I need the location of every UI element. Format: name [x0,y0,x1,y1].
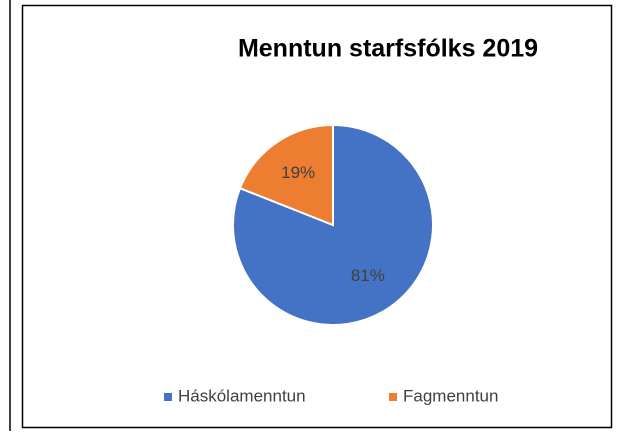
legend-label: Háskólamenntun [178,386,306,405]
data-label: 19% [281,163,315,182]
legend-swatch [389,393,397,401]
pie-slice [238,123,334,227]
legend-swatch [164,393,172,401]
data-label: 81% [351,266,385,285]
chart-title: Menntun starfsfólks 2019 [238,35,538,63]
legend-label: Fagmenntun [403,386,498,405]
